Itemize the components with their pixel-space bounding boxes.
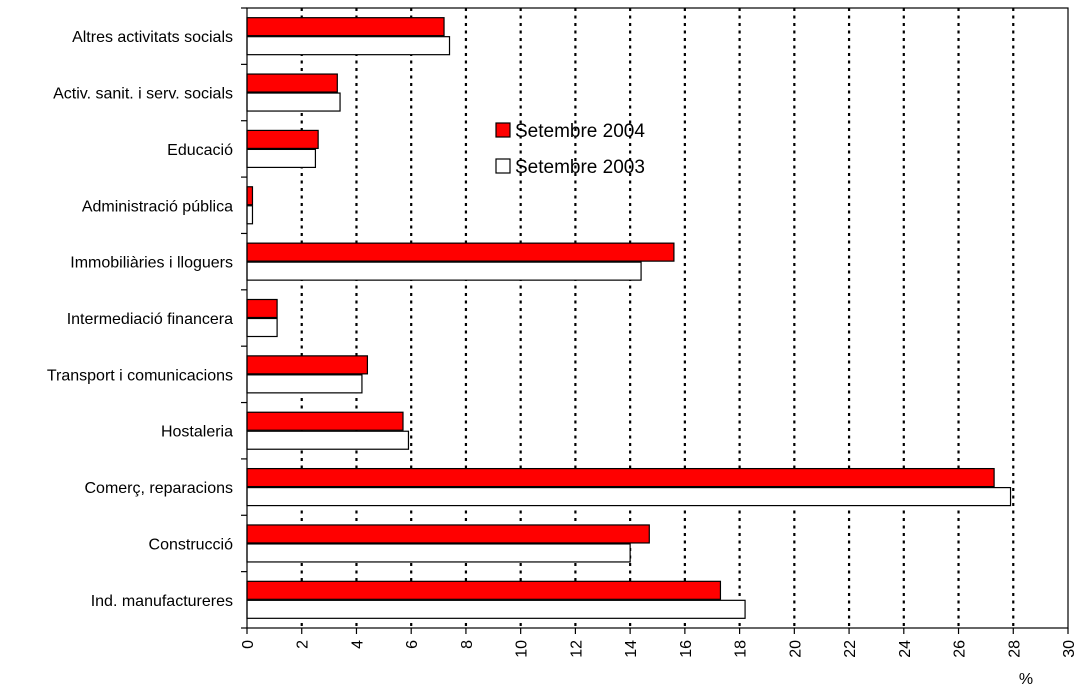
bar-s2004-6 <box>246 355 369 375</box>
x-tick-label-10: 10 <box>514 640 531 658</box>
grid-lines <box>300 8 1015 628</box>
bar-s2004-5 <box>246 298 278 319</box>
category-label-4: Immobiliàries i lloguers <box>70 255 233 272</box>
x-tick-label-22: 22 <box>842 640 859 658</box>
category-label-7: Hostaleria <box>161 424 233 441</box>
legend: Setembre 2004 Setembre 2003 <box>495 121 645 178</box>
x-tick-label-6: 6 <box>404 640 421 649</box>
x-tick-label-12: 12 <box>568 640 585 658</box>
bar-s2003-4 <box>246 261 642 281</box>
bar-s2003-1 <box>246 92 341 112</box>
x-axis-unit-label: % <box>1019 671 1033 688</box>
category-label-2: Educació <box>167 142 233 159</box>
category-label-5: Intermediació financera <box>67 311 233 328</box>
bar-s2003-10 <box>246 599 746 619</box>
category-label-8: Comerç, reparacions <box>85 480 234 497</box>
legend-swatch-setembre-2003 <box>495 158 511 174</box>
x-tick-label-4: 4 <box>349 640 366 649</box>
x-tick-labels: 0 2 4 6 8 10 12 14 16 18 20 22 24 26 28 30 <box>240 640 1076 658</box>
x-tick-label-30: 30 <box>1061 640 1076 658</box>
bar-s2003-9 <box>246 543 631 563</box>
legend-swatch-setembre-2004 <box>495 122 511 138</box>
bar-s2004-7 <box>246 411 404 431</box>
category-label-10: Ind. manufactureres <box>91 593 233 610</box>
bar-s2004-3 <box>246 186 254 206</box>
bar-s2004-9 <box>246 524 650 544</box>
x-tick-label-2: 2 <box>295 640 312 649</box>
bar-s2003-7 <box>246 430 410 450</box>
bar-s2004-10 <box>246 580 722 600</box>
category-label-1: Activ. sanit. i serv. socials <box>53 86 233 103</box>
category-label-6: Transport i comunicacions <box>47 367 233 384</box>
legend-label-setembre-2004: Setembre 2004 <box>515 121 645 142</box>
x-tick-label-16: 16 <box>678 640 695 658</box>
x-tick-label-14: 14 <box>623 640 640 658</box>
bar-s2003-5 <box>246 317 278 338</box>
axes <box>241 7 1069 634</box>
bar-s2003-3 <box>246 205 254 225</box>
bar-s2003-2 <box>246 148 317 169</box>
legend-label-setembre-2003: Setembre 2003 <box>515 157 645 178</box>
category-label-9: Construcció <box>149 536 234 553</box>
plot-frame <box>246 7 1069 629</box>
bar-s2003-6 <box>246 374 363 394</box>
bar-s2004-0 <box>246 17 445 37</box>
x-tick-label-8: 8 <box>459 640 476 649</box>
bar-s2004-2 <box>246 129 319 150</box>
category-label-3: Administració pública <box>82 198 233 215</box>
x-tick-label-28: 28 <box>1006 640 1023 658</box>
x-tick-label-24: 24 <box>897 640 914 658</box>
bar-s2003-0 <box>246 36 451 56</box>
category-label-0: Altres activitats socials <box>72 29 233 46</box>
bars <box>246 17 1012 619</box>
category-labels: Altres activitats socials Activ. sanit. i… <box>47 29 233 610</box>
x-tick-label-26: 26 <box>952 640 969 658</box>
bar-s2003-8 <box>246 486 1012 507</box>
x-tick-label-18: 18 <box>733 640 750 658</box>
bar-s2004-4 <box>246 242 675 262</box>
x-tick-label-20: 20 <box>787 640 804 658</box>
x-tick-label-0: 0 <box>240 640 257 649</box>
bar-s2004-8 <box>246 467 995 488</box>
bar-s2004-1 <box>246 73 338 93</box>
